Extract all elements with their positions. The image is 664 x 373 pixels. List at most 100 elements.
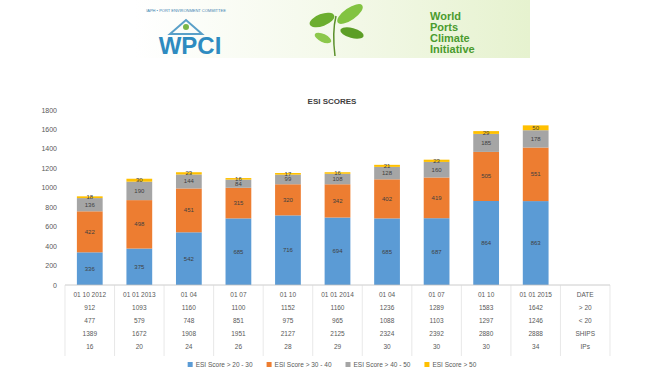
logo-dot <box>183 24 189 30</box>
bar-segment <box>523 130 549 147</box>
data-label: 685 <box>382 249 393 255</box>
bar-segment <box>325 218 351 285</box>
table-cell: 1951 <box>231 330 246 337</box>
x-tick-label: 01 10 2012 <box>73 291 106 298</box>
table-cell: 28 <box>284 343 292 350</box>
data-label: 17 <box>285 171 292 177</box>
x-tick-label: 01 07 <box>428 291 445 298</box>
data-label: 863 <box>531 240 542 246</box>
data-label: 716 <box>283 247 294 253</box>
table-cell: 2127 <box>281 330 296 337</box>
table-cell: 912 <box>84 304 95 311</box>
table-cell: 1908 <box>182 330 197 337</box>
x-tick-label: 01 10 <box>478 291 495 298</box>
x-tick-label: 01 04 <box>379 291 396 298</box>
y-tick-label: 0 <box>53 282 57 289</box>
data-label: 178 <box>531 136 542 142</box>
legend-item: ESI Score > 30 - 40 <box>267 361 332 368</box>
bar-segment <box>77 211 103 252</box>
data-label: 342 <box>332 198 343 204</box>
leaf <box>308 10 337 30</box>
table-cell: 26 <box>235 343 243 350</box>
table-cell: 965 <box>332 317 343 324</box>
leaf <box>313 31 333 46</box>
table-cell: 1583 <box>479 304 494 311</box>
table-cell: 16 <box>86 343 94 350</box>
table-cell: 1100 <box>231 304 245 311</box>
data-label: 422 <box>85 229 96 235</box>
banner-name-line: Initiative <box>430 43 475 55</box>
legend-swatch <box>267 362 272 367</box>
bar-segment <box>176 188 202 232</box>
bar-segment <box>176 232 202 285</box>
table-divider <box>263 285 264 356</box>
bar-segment <box>374 218 400 285</box>
data-label: 21 <box>384 163 391 169</box>
table-cell: 1093 <box>132 304 147 311</box>
y-tick-label: 1400 <box>41 145 57 152</box>
data-label: 190 <box>134 188 145 194</box>
leaf-stem <box>334 16 336 56</box>
data-label: 505 <box>481 173 492 179</box>
data-label: 694 <box>332 248 343 254</box>
data-labels: 3364221361837549819030542451144236853158… <box>85 125 542 272</box>
data-label: 315 <box>233 200 244 206</box>
x-tick-label: 01 04 <box>181 291 198 298</box>
table-cell: 1289 <box>429 304 444 311</box>
x-tick-label: 01 01 2015 <box>519 291 552 298</box>
table-cell: 975 <box>283 317 294 324</box>
x-tick-label: 01 01 2013 <box>123 291 156 298</box>
data-label: 320 <box>283 197 294 203</box>
banner <box>135 0 530 58</box>
bar-segment <box>226 188 252 219</box>
data-label: 128 <box>382 170 393 176</box>
data-label: 50 <box>532 125 539 131</box>
bar-segment <box>473 152 499 201</box>
table-cell: 1642 <box>528 304 543 311</box>
data-label: 99 <box>285 176 292 182</box>
table-cell: 477 <box>84 317 95 324</box>
bar-segment <box>374 179 400 218</box>
bar-segment <box>226 218 252 285</box>
bar-segment <box>126 200 152 248</box>
leaf <box>334 0 365 27</box>
legend-label: ESI Score > 30 - 40 <box>275 361 332 368</box>
table-cell: 34 <box>532 343 540 350</box>
table-cell: 1672 <box>132 330 147 337</box>
data-label: 18 <box>86 194 93 200</box>
bar-segment <box>424 218 450 285</box>
data-label: 30 <box>136 177 143 183</box>
table-cell: 1236 <box>380 304 395 311</box>
bar-segment <box>424 162 450 178</box>
y-tick-label: 200 <box>45 262 57 269</box>
table-cell: 1152 <box>281 304 295 311</box>
data-label: 185 <box>481 140 492 146</box>
table-divider <box>560 285 561 356</box>
chart-title: ESI SCORES <box>308 97 358 106</box>
data-table: 01 10 2012 01 01 2013 01 04 01 07 01 10 01 01… <box>65 285 610 356</box>
x-tick-label: 01 01 2014 <box>321 291 354 298</box>
legend-label: ESI Score > 50 <box>432 361 476 368</box>
bar-segment <box>523 201 549 285</box>
table-row-label: < 20 <box>579 317 592 324</box>
data-label: 685 <box>233 249 244 255</box>
table-divider <box>213 285 214 356</box>
table-divider <box>411 285 412 356</box>
data-label: 864 <box>481 240 492 246</box>
table-header: DATE <box>577 291 595 298</box>
table-row-label: > 20 <box>579 304 592 311</box>
table-cell: 24 <box>185 343 193 350</box>
data-label: 336 <box>85 266 96 272</box>
y-tick-label: 1200 <box>41 165 57 172</box>
table-cell: 2324 <box>380 330 395 337</box>
data-label: 498 <box>134 221 145 227</box>
table-cell: 2888 <box>528 330 543 337</box>
data-label: 160 <box>432 167 443 173</box>
bar-segment <box>325 184 351 217</box>
bar-segment <box>424 177 450 218</box>
table-cell: 1297 <box>479 317 494 324</box>
legend-label: ESI Score > 40 - 50 <box>354 361 411 368</box>
x-tick-label: 01 07 <box>230 291 247 298</box>
legend: ESI Score > 20 - 30ESI Score > 30 - 40ES… <box>188 361 477 368</box>
bars <box>77 125 549 285</box>
